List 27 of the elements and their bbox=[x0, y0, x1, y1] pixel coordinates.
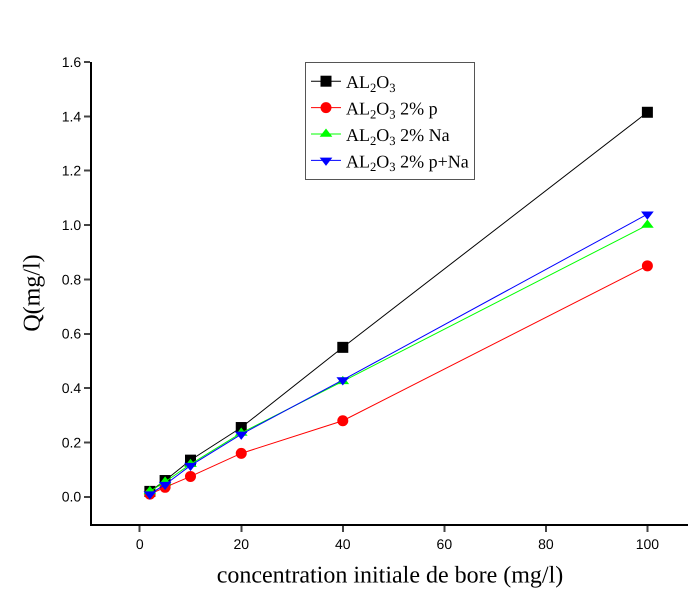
x-tick-label: 40 bbox=[335, 536, 351, 552]
y-tick-label: 1.6 bbox=[62, 54, 82, 70]
point bbox=[642, 106, 653, 118]
y-tick-label: 0.8 bbox=[62, 271, 82, 288]
y-tick-label: 0.2 bbox=[62, 434, 82, 450]
x-tick-label: 20 bbox=[233, 536, 250, 552]
x-axis-title: concentration initiale de bore (mg/l) bbox=[216, 562, 564, 589]
x-tick-label: 80 bbox=[538, 536, 554, 552]
y-axis-title: Q(mg/l) bbox=[19, 254, 46, 332]
point bbox=[337, 342, 348, 353]
legend-label: AL$_{2}$O$_{3}$ bbox=[346, 72, 396, 95]
point bbox=[642, 260, 653, 272]
y-tick-label: 0.0 bbox=[62, 488, 82, 505]
y-tick-label: 1.2 bbox=[62, 162, 82, 179]
point bbox=[184, 470, 196, 482]
x-tick-label: 60 bbox=[436, 536, 452, 552]
y-tick-label: 0.6 bbox=[62, 326, 82, 342]
x-tick-label: 0 bbox=[136, 536, 144, 552]
legend-label: AL$_{2}$O$_{3}$ 2% p bbox=[346, 98, 438, 122]
legend-label: AL$_{2}$O$_{3}$ 2% Na bbox=[346, 125, 450, 148]
y-tick-label: 1.0 bbox=[62, 216, 82, 233]
y-tick-label: 1.4 bbox=[62, 108, 82, 124]
point bbox=[337, 415, 348, 426]
legend-label: AL$_{2}$O$_{3}$ 2% p+Na bbox=[346, 151, 469, 174]
y-tick-label: 0.4 bbox=[62, 380, 82, 396]
x-tick-label: 100 bbox=[636, 536, 660, 552]
point bbox=[236, 448, 247, 459]
